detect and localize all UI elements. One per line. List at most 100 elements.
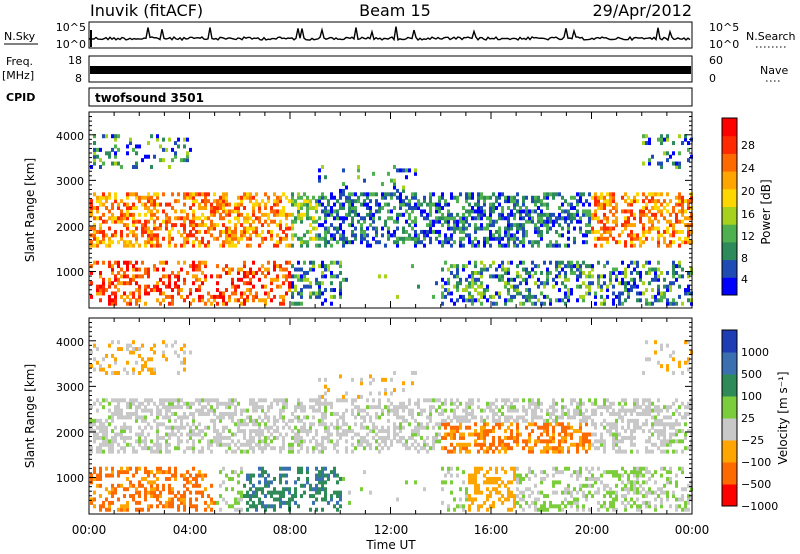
velocity-cell — [546, 442, 549, 447]
nsearch-tick-top: 10^5 — [709, 21, 739, 34]
power-cell — [609, 274, 612, 279]
velocity-cell — [489, 466, 492, 471]
velocity-cell — [612, 504, 615, 509]
power-cell — [579, 192, 582, 197]
power-cell — [645, 134, 648, 139]
velocity-cell — [618, 415, 621, 420]
velocity-cell — [147, 398, 150, 403]
velocity-cell — [300, 470, 303, 475]
velocity-cell — [327, 476, 330, 481]
velocity-cell — [126, 347, 129, 352]
power-cell — [477, 209, 480, 214]
power-cell — [249, 291, 252, 296]
velocity-cell — [123, 507, 126, 512]
velocity-cell — [138, 439, 141, 444]
velocity-cell — [198, 473, 201, 478]
velocity-cell — [306, 470, 309, 475]
velocity-cell — [498, 415, 501, 420]
velocity-cell — [411, 412, 414, 416]
velocity-cell — [162, 340, 165, 345]
power-cell — [450, 216, 453, 221]
velocity-cell — [261, 439, 264, 444]
power-cell — [90, 226, 93, 231]
velocity-cell — [471, 473, 474, 478]
velocity-cell — [510, 401, 513, 406]
velocity-cell — [261, 504, 264, 509]
power-cell — [489, 264, 492, 269]
velocity-cell — [150, 449, 153, 454]
power-cell — [507, 288, 510, 293]
power-cell — [471, 281, 474, 286]
power-cell — [279, 226, 282, 231]
power-cell — [630, 270, 633, 275]
power-cell — [474, 229, 477, 234]
velocity-cell — [321, 449, 324, 454]
velocity-cell — [486, 432, 489, 437]
velocity-cell — [543, 446, 546, 451]
power-cell — [603, 281, 606, 286]
power-cell — [252, 202, 255, 207]
velocity-cell — [516, 422, 519, 427]
power-cell — [504, 267, 507, 272]
velocity-cell — [492, 449, 495, 454]
power-cell — [642, 199, 645, 204]
velocity-cell — [180, 360, 183, 365]
power-cell — [291, 233, 294, 238]
velocity-cell — [135, 418, 138, 423]
velocity-cell — [171, 497, 174, 502]
velocity-cell — [309, 425, 312, 430]
velocity-cell — [567, 449, 570, 454]
velocity-cell — [90, 364, 93, 369]
power-cell — [573, 240, 576, 245]
power-cell — [441, 301, 444, 306]
power-cell — [258, 298, 261, 303]
power-cell — [330, 270, 333, 275]
power-cell — [132, 264, 135, 269]
velocity-cell — [510, 490, 513, 495]
power-cell — [591, 212, 594, 217]
velocity-cell — [273, 415, 276, 420]
velocity-cell — [288, 442, 291, 447]
velocity-cell — [300, 405, 303, 410]
velocity-cell — [267, 415, 270, 420]
power-cell — [402, 168, 405, 173]
velocity-cell — [444, 435, 447, 440]
power-cell — [288, 243, 291, 248]
power-cell — [624, 243, 627, 248]
velocity-cell — [297, 449, 300, 454]
velocity-cell — [102, 425, 105, 430]
velocity-cell — [474, 415, 477, 420]
power-cell — [150, 233, 153, 238]
power-cell — [138, 219, 141, 224]
power-cell — [102, 236, 105, 241]
velocity-cell — [450, 401, 453, 406]
power-cell — [129, 243, 132, 248]
velocity-cell — [225, 473, 228, 478]
power-cell — [159, 288, 162, 293]
velocity-cell — [603, 442, 606, 447]
velocity-cell — [492, 408, 495, 413]
power-cell — [291, 195, 294, 200]
velocity-cell — [204, 500, 207, 505]
power-cell — [507, 270, 510, 275]
power-cell — [96, 209, 99, 214]
velocity-cell — [537, 435, 540, 440]
power-cell — [99, 223, 102, 228]
velocity-cell — [105, 487, 108, 492]
velocity-cell — [282, 408, 285, 413]
velocity-cell — [507, 490, 510, 495]
velocity-cell — [210, 500, 213, 505]
power-cell — [456, 267, 459, 272]
velocity-cell — [405, 442, 408, 447]
power-cell — [93, 192, 96, 197]
power-cell — [348, 209, 351, 214]
power-cell — [195, 267, 198, 272]
power-cell — [612, 195, 615, 200]
velocity-cell — [564, 425, 567, 430]
velocity-cell — [105, 435, 108, 440]
power-cell — [318, 281, 321, 286]
power-cell — [216, 264, 219, 269]
velocity-cell — [459, 449, 462, 454]
velocity-cell — [591, 494, 594, 499]
power-cell — [129, 137, 132, 142]
